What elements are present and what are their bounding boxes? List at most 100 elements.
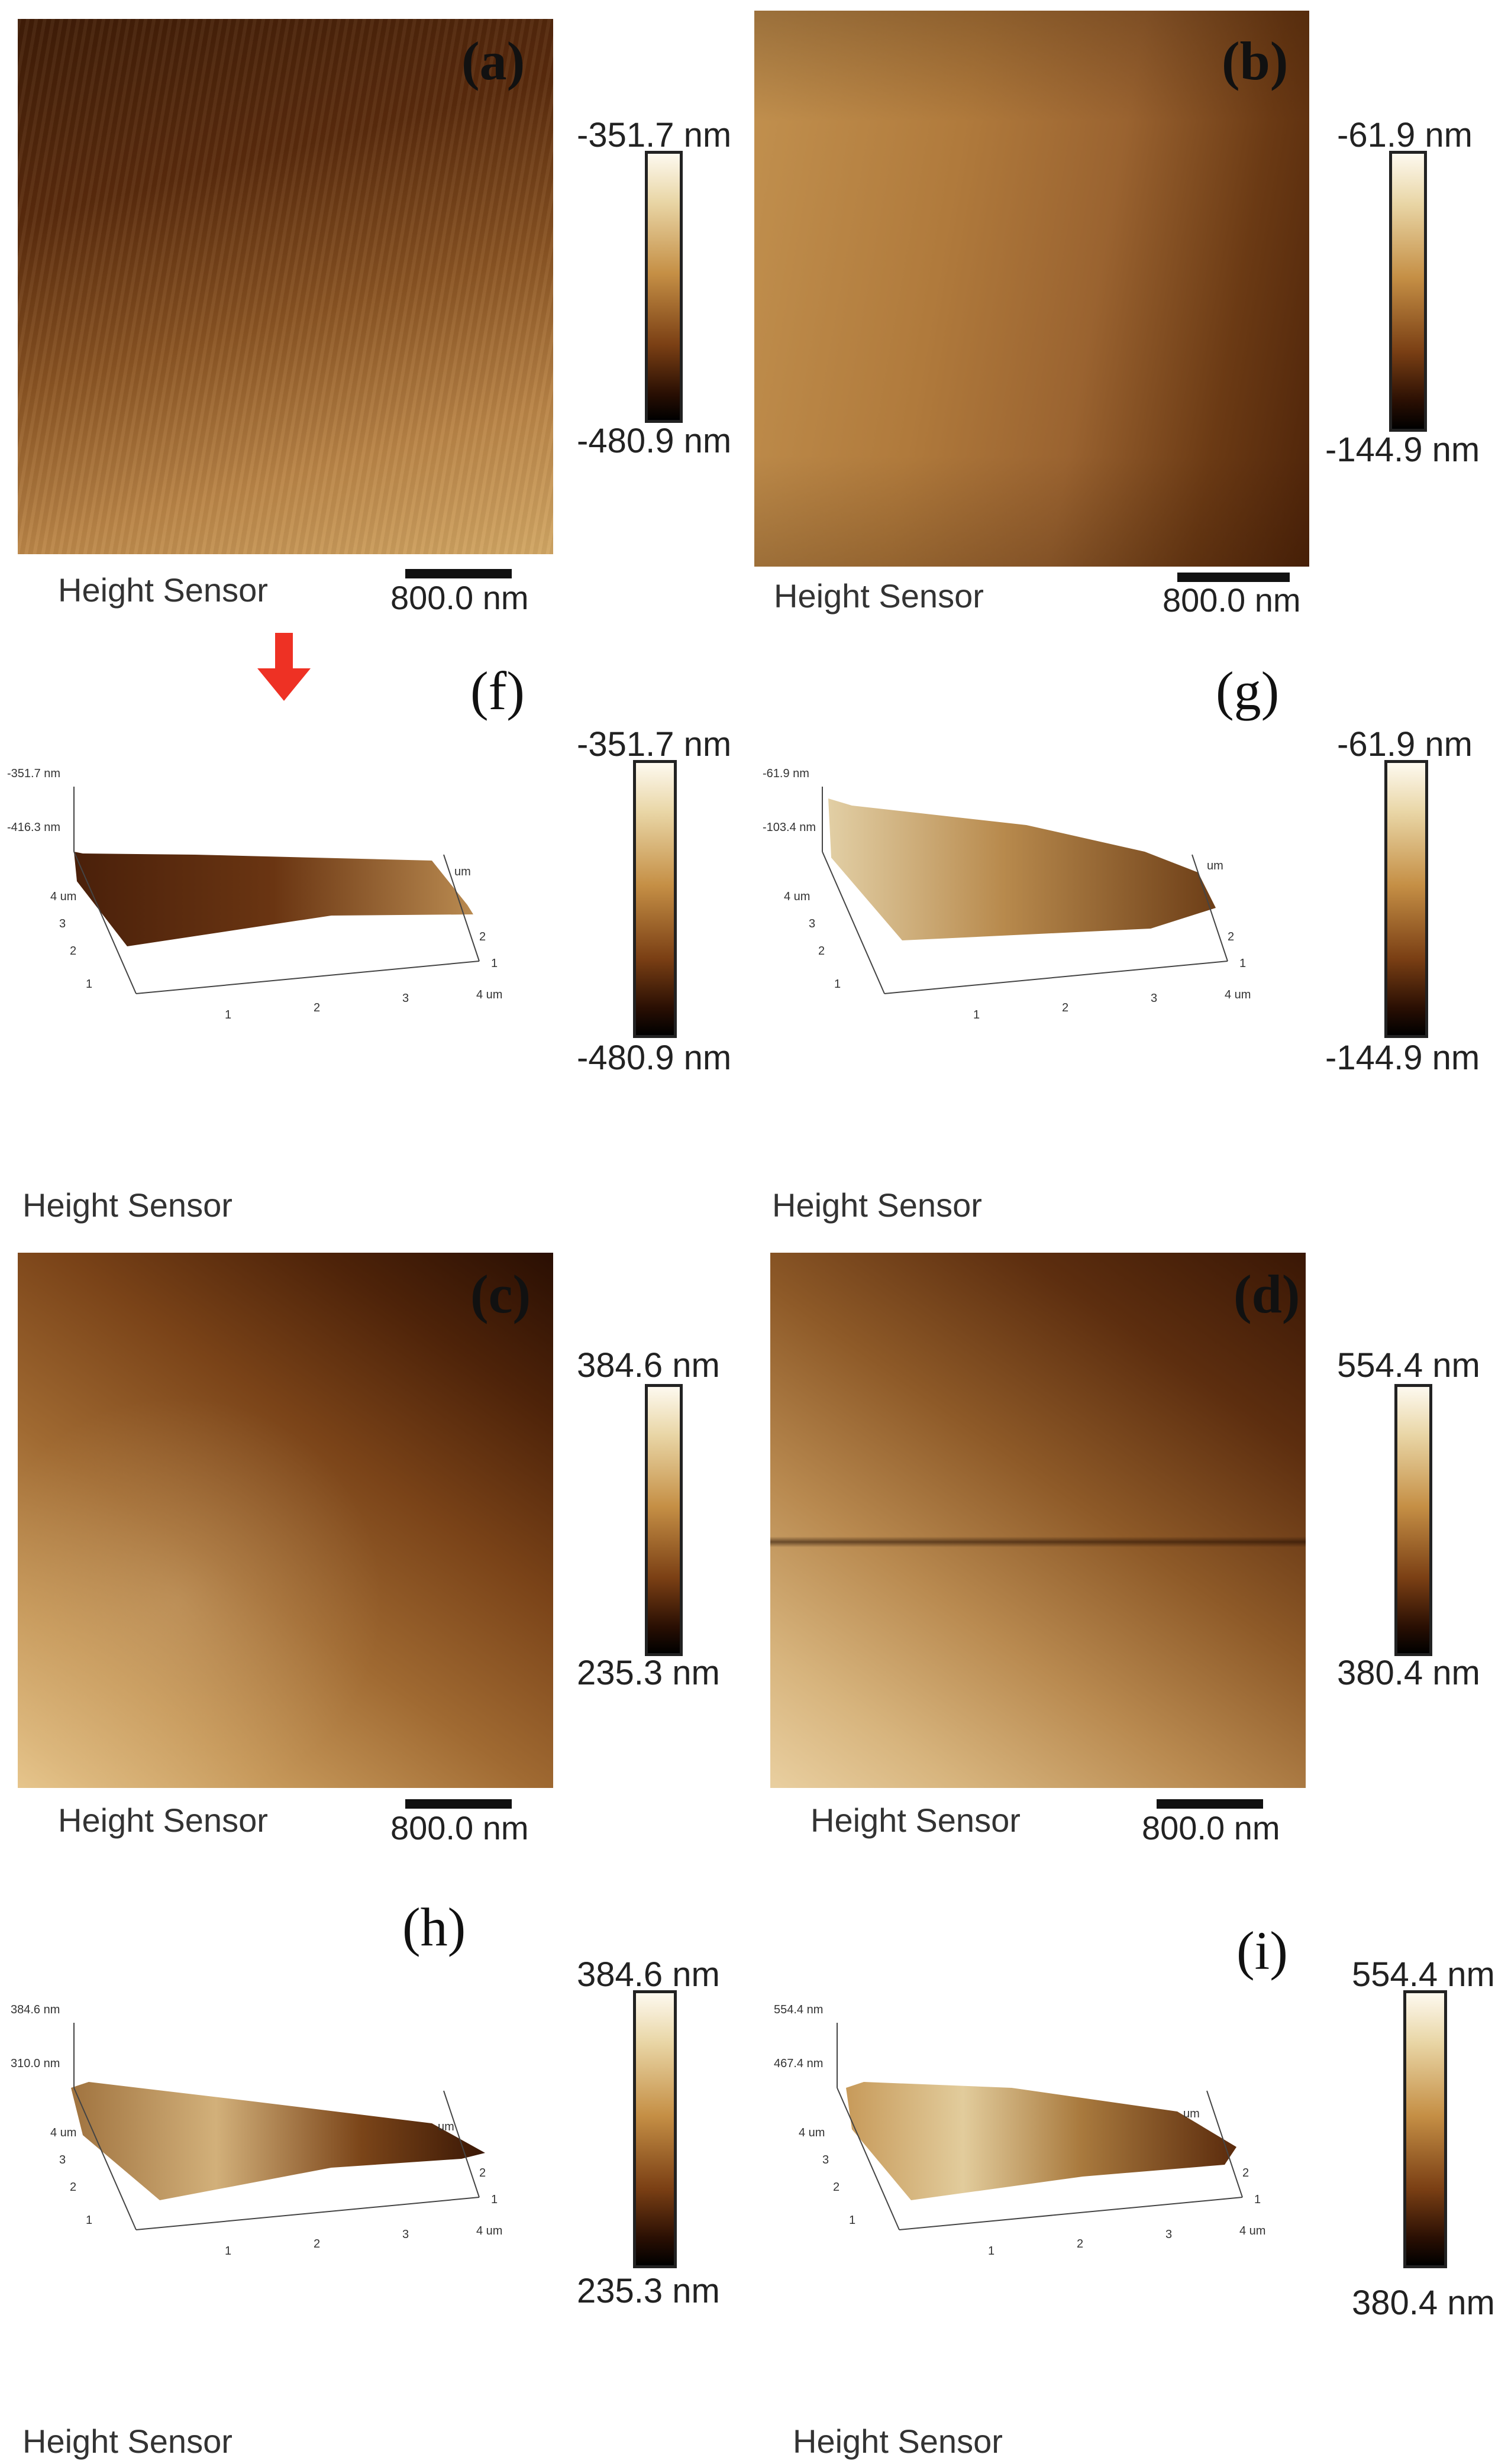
sensor-label-c: Height Sensor: [58, 1802, 268, 1839]
colorbar-min-d: 380.4 nm: [1337, 1654, 1480, 1692]
colorbar-max-h: 384.6 nm: [577, 1955, 720, 1994]
colorbar-max-d: 554.4 nm: [1337, 1346, 1480, 1385]
panel-label-c: (c): [470, 1264, 531, 1324]
scale-text-c: 800.0 nm: [390, 1809, 529, 1847]
scale-text-a: 800.0 nm: [390, 579, 529, 616]
scale-text-b: 800.0 nm: [1163, 581, 1301, 619]
colorbar-max-i: 554.4 nm: [1352, 1955, 1495, 1994]
axis-tick-y3-g: 3: [809, 917, 815, 930]
scale-text-d: 800.0 nm: [1142, 1809, 1280, 1847]
colorbar-min-c: 235.3 nm: [577, 1654, 720, 1692]
axis-tick-y3-f: 3: [59, 917, 66, 930]
axis-tick-y3-i: 3: [822, 2153, 829, 2166]
axis-tick-r2-h: 2: [479, 2166, 486, 2180]
afm-3d-i: 554.4 nm 467.4 nm 4 um 3 2 1 1 2 3 4 um …: [774, 2003, 1265, 2258]
sensor-label-i: Height Sensor: [793, 2423, 1003, 2460]
scale-bar-d: [1157, 1799, 1263, 1809]
colorbar-d: [1394, 1384, 1432, 1656]
axis-unit-h: um: [438, 2120, 454, 2133]
panel-label-i: (i): [1236, 1920, 1288, 1981]
panel-label-a: (a): [461, 31, 525, 91]
colorbar-f: [633, 760, 677, 1038]
axis-tick-x4-i: 4 um: [1239, 2224, 1265, 2237]
panel-label-f: (f): [470, 661, 525, 721]
afm-3d-h: 384.6 nm 310.0 nm 4 um 3 2 1 1 2 3 4 um …: [11, 2003, 502, 2258]
sensor-label-d: Height Sensor: [811, 1802, 1021, 1839]
axis-tick-y4-i: 4 um: [799, 2126, 825, 2139]
axis-tick-x2-i: 2: [1077, 2237, 1083, 2250]
axis-tick-x3-h: 3: [402, 2228, 409, 2241]
axis-tick-x4-h: 4 um: [476, 2224, 502, 2237]
axis-tick-y2-g: 2: [818, 945, 825, 958]
colorbar-b: [1389, 151, 1427, 432]
afm-image-a: [18, 19, 553, 554]
axis-top-f: -351.7 nm: [7, 767, 60, 780]
colorbar-g: [1384, 760, 1428, 1038]
colorbar-max-b: -61.9 nm: [1337, 116, 1473, 154]
axis-unit-f: um: [454, 865, 471, 878]
afm-image-d: [770, 1253, 1306, 1788]
axis-tick-x2-f: 2: [314, 1001, 320, 1014]
axis-top-i: 554.4 nm: [774, 2003, 823, 2016]
axis-top-h: 384.6 nm: [11, 2003, 60, 2016]
axis-unit-g: um: [1207, 859, 1223, 872]
panel-label-b: (b): [1222, 31, 1289, 91]
axis-tick-r2-g: 2: [1228, 930, 1234, 943]
colorbar-max-c: 384.6 nm: [577, 1346, 720, 1385]
colorbar-max-a: -351.7 nm: [577, 116, 732, 154]
scale-bar-b: [1177, 573, 1290, 582]
colorbar-a: [645, 151, 683, 423]
colorbar-max-f: -351.7 nm: [577, 725, 732, 764]
axis-tick-y1-g: 1: [834, 978, 841, 991]
afm-3d-f: -351.7 nm -416.3 nm 4 um 3 2 1 1 2 3 4 u…: [7, 767, 502, 1021]
down-arrow-icon: [257, 633, 311, 701]
colorbar-h: [633, 1990, 677, 2268]
axis-tick-x3-g: 3: [1151, 992, 1157, 1005]
axis-tick-y1-h: 1: [86, 2214, 92, 2227]
colorbar-min-h: 235.3 nm: [577, 2272, 720, 2310]
sensor-label-g: Height Sensor: [772, 1186, 982, 1224]
scale-bar-a: [405, 569, 512, 578]
axis-tick-y2-f: 2: [70, 945, 76, 958]
axis-tick-y4-h: 4 um: [50, 2126, 76, 2139]
axis-tick-x1-h: 1: [225, 2245, 231, 2258]
colorbar-min-a: -480.9 nm: [577, 422, 732, 460]
axis-tick-x3-i: 3: [1165, 2228, 1172, 2241]
axis-tick-x4-f: 4 um: [476, 988, 502, 1001]
panel-label-h: (h): [402, 1897, 466, 1957]
axis-tick-x1-i: 1: [988, 2245, 994, 2258]
sensor-label-a: Height Sensor: [58, 571, 268, 609]
colorbar-i: [1403, 1990, 1447, 2268]
panel-label-g: (g): [1216, 661, 1280, 721]
sensor-label-b: Height Sensor: [774, 577, 984, 615]
axis-tick-r2-i: 2: [1242, 2166, 1249, 2180]
sensor-label-h: Height Sensor: [22, 2423, 233, 2460]
axis-tick-y1-f: 1: [86, 978, 92, 991]
axis-tick-x3-f: 3: [402, 992, 409, 1005]
axis-tick-x4-g: 4 um: [1225, 988, 1251, 1001]
axis-tick-x1-g: 1: [973, 1008, 980, 1021]
axis-tick-r1-f: 1: [491, 957, 498, 970]
afm-image-b: [754, 11, 1309, 567]
axis-mid-i: 467.4 nm: [774, 2057, 823, 2070]
axis-tick-r1-i: 1: [1254, 2193, 1261, 2206]
colorbar-c: [645, 1384, 683, 1656]
axis-tick-r1-h: 1: [491, 2193, 498, 2206]
colorbar-min-b: -144.9 nm: [1325, 431, 1480, 469]
axis-tick-x1-f: 1: [225, 1008, 231, 1021]
axis-tick-x2-g: 2: [1062, 1001, 1068, 1014]
scale-bar-c: [405, 1799, 512, 1809]
afm-image-c: [18, 1253, 553, 1788]
axis-mid-f: -416.3 nm: [7, 821, 60, 834]
afm-3d-g: -61.9 nm -103.4 nm 4 um 3 2 1 1 2 3 4 um…: [763, 767, 1251, 1021]
axis-mid-h: 310.0 nm: [11, 2057, 60, 2070]
panel-label-d: (d): [1234, 1264, 1300, 1324]
colorbar-min-g: -144.9 nm: [1325, 1039, 1480, 1077]
axis-mid-g: -103.4 nm: [763, 821, 816, 834]
axis-tick-y4-f: 4 um: [50, 890, 76, 903]
axis-tick-r1-g: 1: [1239, 957, 1246, 970]
axis-tick-y2-i: 2: [833, 2181, 839, 2194]
axis-tick-y4-g: 4 um: [784, 890, 810, 903]
axis-tick-y3-h: 3: [59, 2153, 66, 2166]
axis-tick-r2-f: 2: [479, 930, 486, 943]
